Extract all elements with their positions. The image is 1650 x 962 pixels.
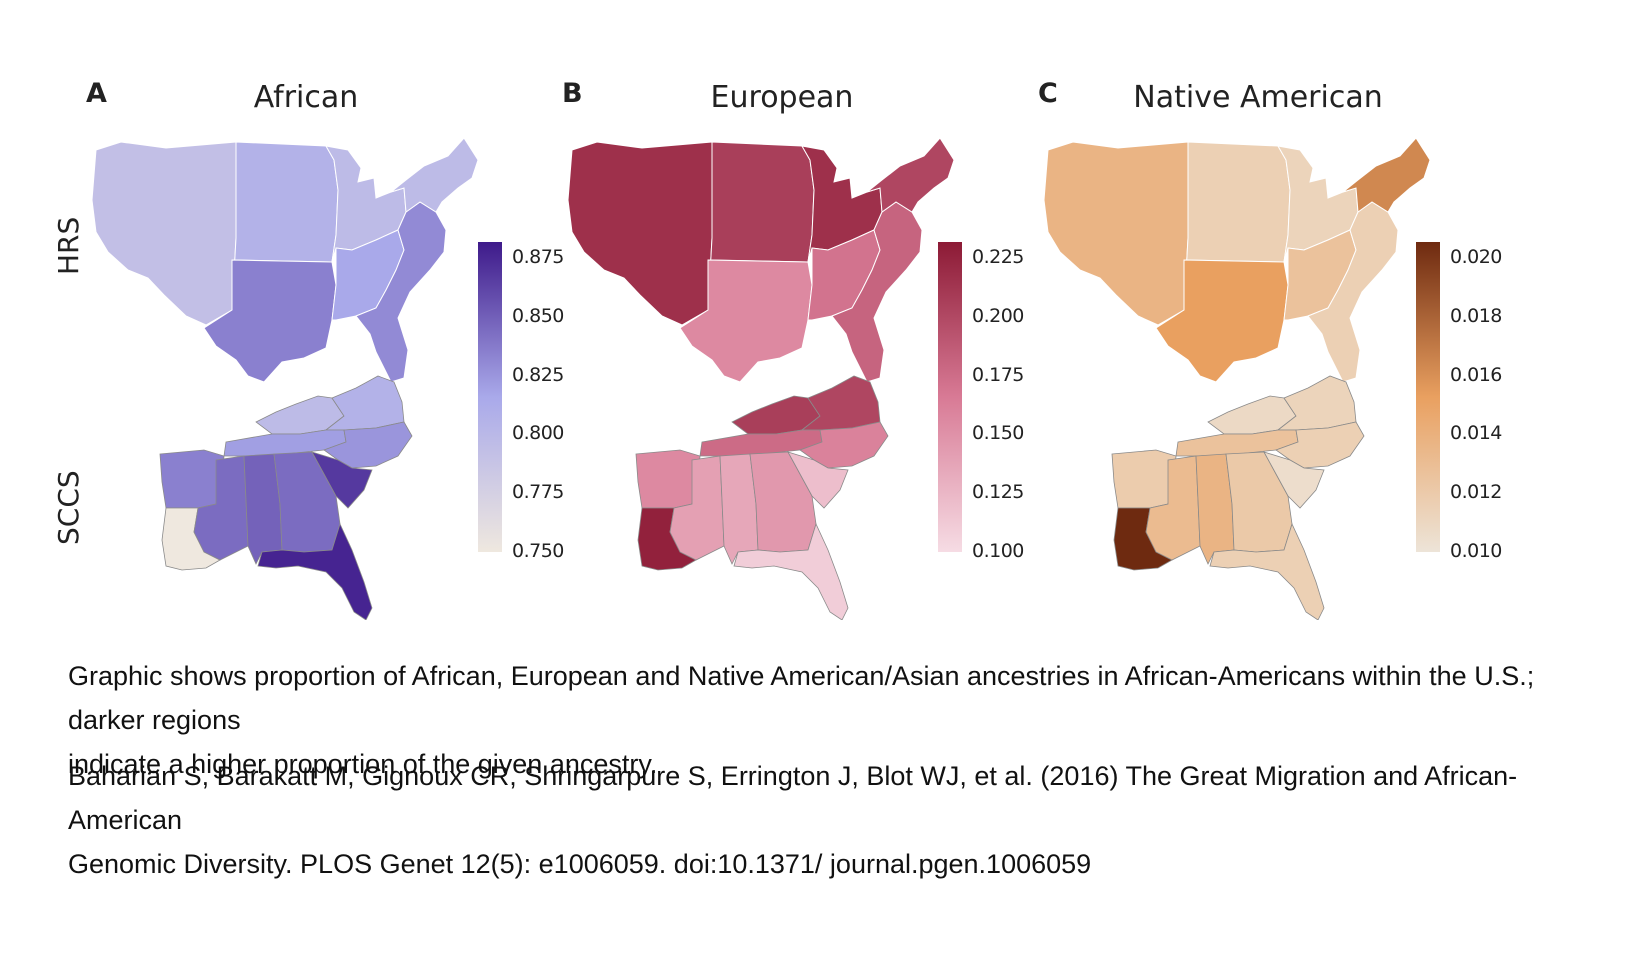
colorbar-tick-label: 0.020 xyxy=(1450,246,1502,268)
panel-native-american: C Native American 0.020 0.018 0.016 0.014 0.… xyxy=(1038,70,1518,660)
panel-african: A African 0.875 0.850 0.825 0.800 0.775 0.750 xyxy=(86,70,566,660)
hrs-region-northeast xyxy=(1342,137,1431,213)
sccs-state-north-carolina xyxy=(1275,421,1365,469)
sccs-state-arkansas xyxy=(159,449,225,509)
colorbar-tick-label: 0.016 xyxy=(1450,363,1502,386)
sccs-state-south-carolina xyxy=(787,451,849,509)
colorbar-tick-label: 0.010 xyxy=(1450,540,1502,562)
caption-line: Graphic shows proportion of African, Eur… xyxy=(68,661,1535,735)
figure-citation: Baharian S, Barakatt M, Gignoux CR, Shri… xyxy=(68,754,1588,886)
sccs-state-arkansas xyxy=(1111,449,1177,509)
hrs-region-northeast xyxy=(866,137,955,213)
panel-title: African xyxy=(253,80,359,115)
colorbar-tick-label: 0.100 xyxy=(972,540,1024,562)
sccs-state-north-carolina xyxy=(323,421,413,469)
sccs-state-north-carolina xyxy=(799,421,889,469)
hrs-region-atlantic xyxy=(355,201,447,383)
colorbar-european xyxy=(938,242,962,552)
row-label-sccs: SCCS xyxy=(52,470,85,545)
colorbar-tick-label: 0.150 xyxy=(972,422,1024,445)
hrs-region-west xyxy=(91,141,237,326)
panel-title: European xyxy=(710,80,854,115)
citation-line: Baharian S, Barakatt M, Gignoux CR, Shri… xyxy=(68,761,1518,835)
panel-letter: B xyxy=(562,78,583,109)
map-european xyxy=(567,137,955,620)
colorbar-tick-label: 0.175 xyxy=(972,363,1024,386)
panel-letter: C xyxy=(1038,78,1058,109)
sccs-state-virginia xyxy=(1276,375,1357,431)
colorbar-tick-label: 0.775 xyxy=(512,481,564,504)
sccs-state-south-carolina xyxy=(311,451,373,509)
hrs-region-atlantic xyxy=(1307,201,1399,383)
colorbar-tick-label: 0.125 xyxy=(972,481,1024,504)
colorbar-tick-label: 0.825 xyxy=(512,363,564,386)
colorbar-tick-label: 0.800 xyxy=(512,422,564,445)
colorbar-tick-label: 0.018 xyxy=(1450,304,1502,327)
colorbar-tick-label: 0.750 xyxy=(512,540,564,562)
sccs-state-florida xyxy=(733,522,849,620)
sccs-state-arkansas xyxy=(635,449,701,509)
row-label-hrs: HRS xyxy=(52,216,85,275)
panel-letter: A xyxy=(86,78,107,109)
colorbar-native-american xyxy=(1416,242,1440,552)
sccs-state-florida xyxy=(257,522,373,620)
colorbar-tick-label: 0.014 xyxy=(1450,422,1502,445)
hrs-region-west xyxy=(567,141,713,326)
hrs-region-west xyxy=(1043,141,1189,326)
hrs-region-northeast xyxy=(390,137,479,213)
hrs-region-atlantic xyxy=(831,201,923,383)
colorbar-tick-label: 0.850 xyxy=(512,304,564,327)
colorbar-tick-label: 0.200 xyxy=(972,304,1024,327)
panel-european: B European 0.225 0.200 0.175 0.150 0.125 0.10… xyxy=(562,70,1042,660)
colorbar-african xyxy=(478,242,502,552)
colorbar-tick-label: 0.012 xyxy=(1450,481,1502,504)
caption-line: indicate a higher proportion of the give… xyxy=(68,749,658,779)
colorbar-tick-label: 0.875 xyxy=(512,246,564,268)
panel-title: Native American xyxy=(1133,80,1383,115)
sccs-state-virginia xyxy=(324,375,405,431)
sccs-state-virginia xyxy=(800,375,881,431)
citation-line: Genomic Diversity. PLOS Genet 12(5): e10… xyxy=(68,849,1092,879)
figure-caption: Graphic shows proportion of African, Eur… xyxy=(68,654,1588,786)
map-african xyxy=(91,137,479,620)
sccs-state-florida xyxy=(1209,522,1325,620)
colorbar-tick-label: 0.225 xyxy=(972,246,1024,268)
sccs-state-south-carolina xyxy=(1263,451,1325,509)
map-native-american xyxy=(1043,137,1431,620)
